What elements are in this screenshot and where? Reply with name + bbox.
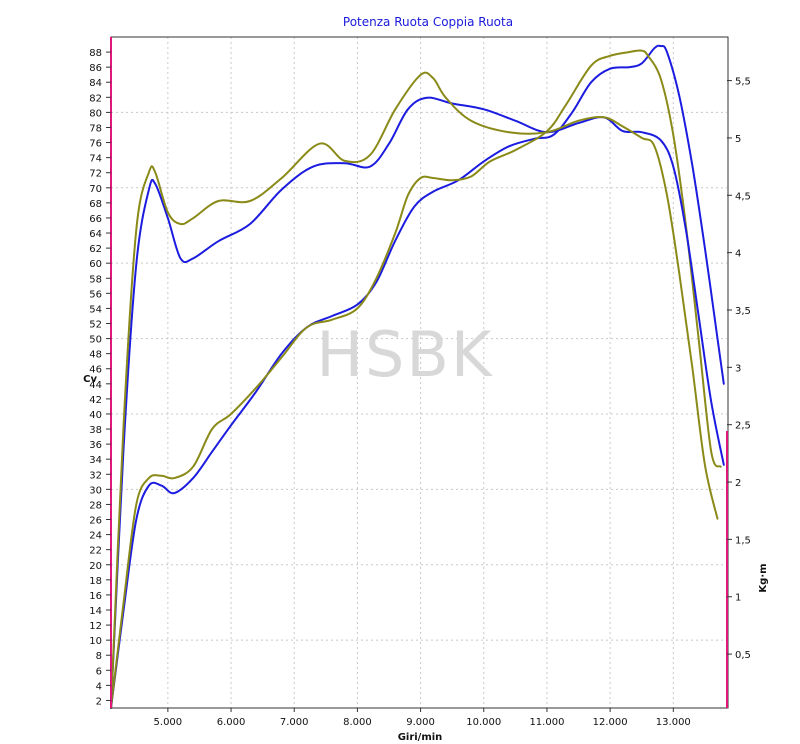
- y-left-tick-label: 40: [89, 410, 102, 421]
- y-left-tick-label: 6: [96, 666, 102, 677]
- y-right-tick-label: 1: [735, 593, 741, 604]
- left-axis-ticks: 2468101214161820222426283032343638404244…: [89, 48, 111, 707]
- y-right-tick-label: 4: [735, 249, 741, 260]
- y-left-tick-label: 36: [89, 440, 102, 451]
- x-tick-label: 12.000: [593, 717, 628, 728]
- y-left-tick-label: 80: [89, 108, 102, 119]
- y-left-tick-label: 30: [89, 485, 102, 496]
- y-right-tick-label: 5: [735, 134, 741, 145]
- y-left-tick-label: 68: [89, 199, 102, 210]
- y-left-tick-label: 70: [89, 184, 102, 195]
- y-left-tick-label: 46: [89, 365, 102, 376]
- y-left-tick-label: 10: [89, 636, 102, 647]
- y-left-tick-label: 12: [89, 621, 102, 632]
- y-left-tick-label: 34: [89, 455, 102, 466]
- y-left-tick-label: 50: [89, 335, 102, 346]
- x-tick-label: 8.000: [343, 717, 372, 728]
- y-left-tick-label: 20: [89, 561, 102, 572]
- y-left-tick-label: 78: [89, 123, 102, 134]
- y-right-tick-label: 2: [735, 478, 741, 489]
- chart-title: Potenza Ruota Coppia Ruota: [343, 15, 513, 29]
- y-left-tick-label: 66: [89, 214, 102, 225]
- y-left-tick-label: 22: [89, 546, 102, 557]
- y-left-tick-label: 2: [96, 696, 102, 707]
- y-left-tick-label: 24: [89, 531, 102, 542]
- x-tick-label: 13.000: [656, 717, 691, 728]
- x-tick-label: 11.000: [529, 717, 564, 728]
- y-axis-label-left: Cv: [83, 374, 97, 385]
- y-axis-label-right: Kg·m: [758, 563, 769, 592]
- x-axis-ticks: 5.000 6.000 7.000 8.000 9.000 10.000 11.000 12.…: [154, 708, 691, 728]
- y-left-tick-label: 32: [89, 470, 102, 481]
- watermark: HSBK: [316, 318, 493, 391]
- y-right-tick-label: 5,5: [735, 77, 751, 88]
- y-left-tick-label: 44: [89, 380, 102, 391]
- y-right-tick-label: 4,5: [735, 191, 751, 202]
- y-left-tick-label: 74: [89, 154, 102, 165]
- y-left-tick-label: 42: [89, 395, 102, 406]
- y-left-tick-label: 86: [89, 63, 102, 74]
- y-left-tick-label: 54: [89, 304, 102, 315]
- y-right-tick-label: 3: [735, 363, 741, 374]
- y-left-tick-label: 14: [89, 606, 102, 617]
- y-left-tick-label: 82: [89, 93, 102, 104]
- y-left-tick-label: 48: [89, 350, 102, 361]
- x-tick-label: 7.000: [280, 717, 309, 728]
- y-left-tick-label: 56: [89, 289, 102, 300]
- power-curve-olive: [110, 49, 722, 709]
- y-left-tick-label: 52: [89, 319, 102, 330]
- y-left-tick-label: 26: [89, 516, 102, 527]
- y-right-tick-label: 1,5: [735, 535, 751, 546]
- y-right-tick-label: 2,5: [735, 421, 751, 432]
- y-left-tick-label: 4: [96, 681, 102, 692]
- y-left-tick-label: 58: [89, 274, 102, 285]
- y-left-tick-label: 64: [89, 229, 102, 240]
- y-left-tick-label: 72: [89, 169, 102, 180]
- y-left-tick-label: 38: [89, 425, 102, 436]
- y-left-tick-label: 84: [89, 78, 102, 89]
- torque-curve-olive: [110, 71, 719, 709]
- x-tick-label: 9.000: [406, 717, 435, 728]
- power-curve-blue: [110, 44, 725, 709]
- y-left-tick-label: 8: [96, 651, 102, 662]
- x-axis-label: Giri/min: [398, 732, 443, 743]
- y-left-tick-label: 28: [89, 500, 102, 511]
- y-right-tick-label: 3,5: [735, 306, 751, 317]
- x-tick-label: 5.000: [154, 717, 183, 728]
- torque-curve-blue: [110, 96, 725, 709]
- series-layer: [110, 44, 725, 709]
- y-left-tick-label: 60: [89, 259, 102, 270]
- y-left-tick-label: 62: [89, 244, 102, 255]
- grid: [111, 37, 727, 708]
- y-left-tick-label: 76: [89, 139, 102, 150]
- y-left-tick-label: 16: [89, 591, 102, 602]
- y-right-tick-label: 0,5: [735, 650, 751, 661]
- x-tick-label: 6.000: [217, 717, 246, 728]
- right-axis-ticks: 0,5 1 1,5 2 2,5 3 3,5 4 4,5 5 5,5: [727, 77, 751, 661]
- y-left-tick-label: 18: [89, 576, 102, 587]
- y-left-tick-label: 88: [89, 48, 102, 59]
- x-tick-label: 10.000: [466, 717, 501, 728]
